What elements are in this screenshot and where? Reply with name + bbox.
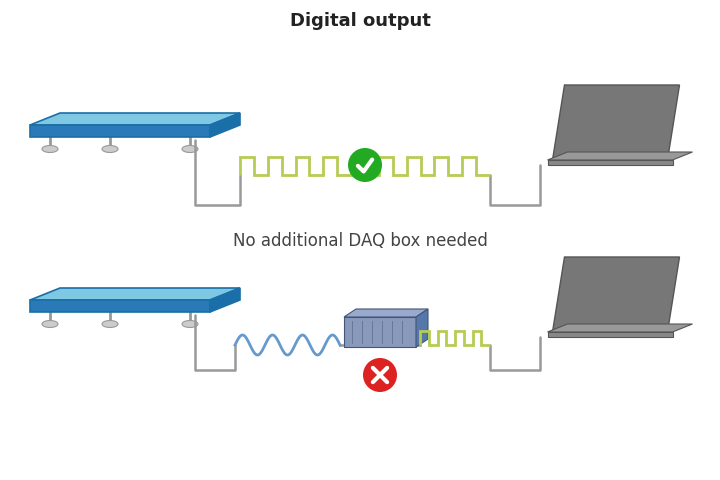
Text: No additional DAQ box needed: No additional DAQ box needed xyxy=(233,232,487,250)
Polygon shape xyxy=(344,317,416,347)
Circle shape xyxy=(363,358,397,392)
Polygon shape xyxy=(547,332,672,337)
Ellipse shape xyxy=(102,145,118,153)
Polygon shape xyxy=(30,288,240,300)
Polygon shape xyxy=(210,288,240,312)
Polygon shape xyxy=(210,113,240,137)
Polygon shape xyxy=(30,300,210,312)
Polygon shape xyxy=(30,113,240,125)
Ellipse shape xyxy=(182,145,198,153)
Polygon shape xyxy=(30,125,210,137)
Text: Digital output: Digital output xyxy=(289,12,431,30)
Ellipse shape xyxy=(42,145,58,153)
Polygon shape xyxy=(344,309,428,317)
Polygon shape xyxy=(552,257,680,332)
Ellipse shape xyxy=(102,321,118,327)
Polygon shape xyxy=(547,152,693,160)
Circle shape xyxy=(348,148,382,182)
Polygon shape xyxy=(416,309,428,347)
Polygon shape xyxy=(552,85,680,160)
Polygon shape xyxy=(547,324,693,332)
Polygon shape xyxy=(547,160,672,165)
Ellipse shape xyxy=(42,321,58,327)
Ellipse shape xyxy=(182,321,198,327)
